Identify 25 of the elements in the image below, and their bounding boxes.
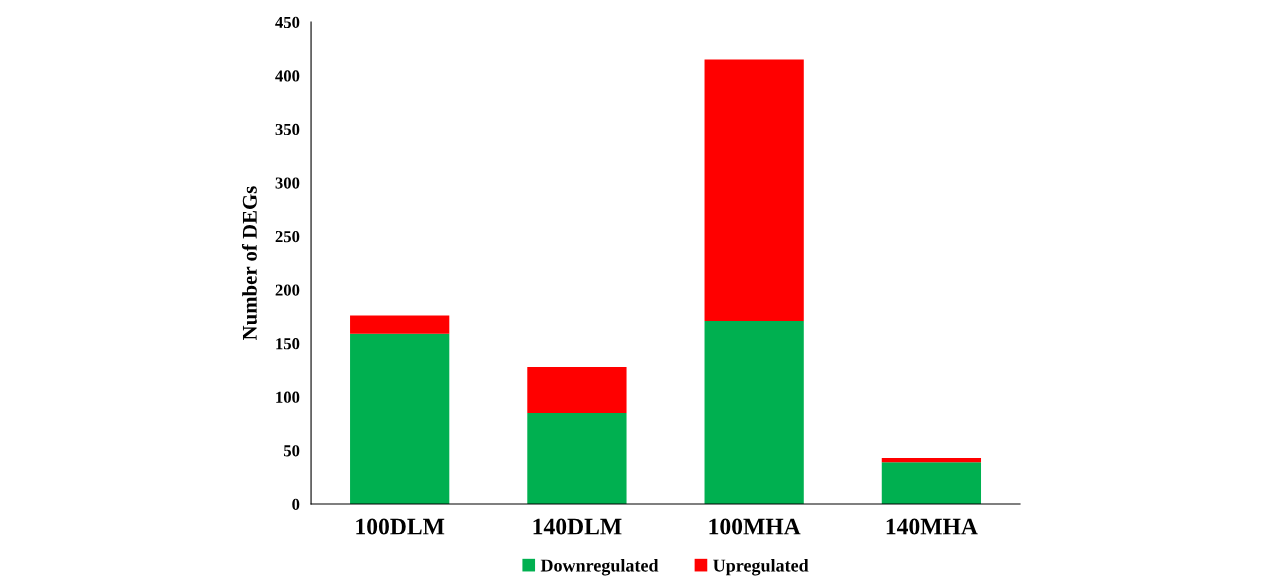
y-axis-title: Number of DEGs [241,186,257,341]
bar [350,315,450,334]
bar [527,366,627,413]
y-tick-label: 100 [276,391,300,403]
bar [881,462,982,505]
y-tick-label: 200 [275,284,300,296]
bar [350,333,450,505]
y-tick-label: 0 [292,498,300,510]
x-tick-label: 140DLM [533,518,622,535]
y-tick-label: 300 [275,177,300,189]
bar [704,320,804,505]
x-tick-label: 140MHA [886,518,978,535]
bar [704,59,804,321]
y-tick-label: 400 [275,70,300,82]
y-tick-label: 50 [283,445,300,457]
legend-label: Downregulated [540,558,659,576]
y-tick-label: 450 [275,16,300,29]
x-tick-label: 100MHA [709,518,801,535]
bar [881,457,982,463]
y-tick-label: 350 [275,123,300,136]
x-tick-label: 100DLM [356,518,445,535]
y-tick-label: 250 [275,230,300,243]
legend-label: Upregulated [713,558,809,576]
y-tick-label: 150 [276,338,300,350]
bar [527,412,627,505]
